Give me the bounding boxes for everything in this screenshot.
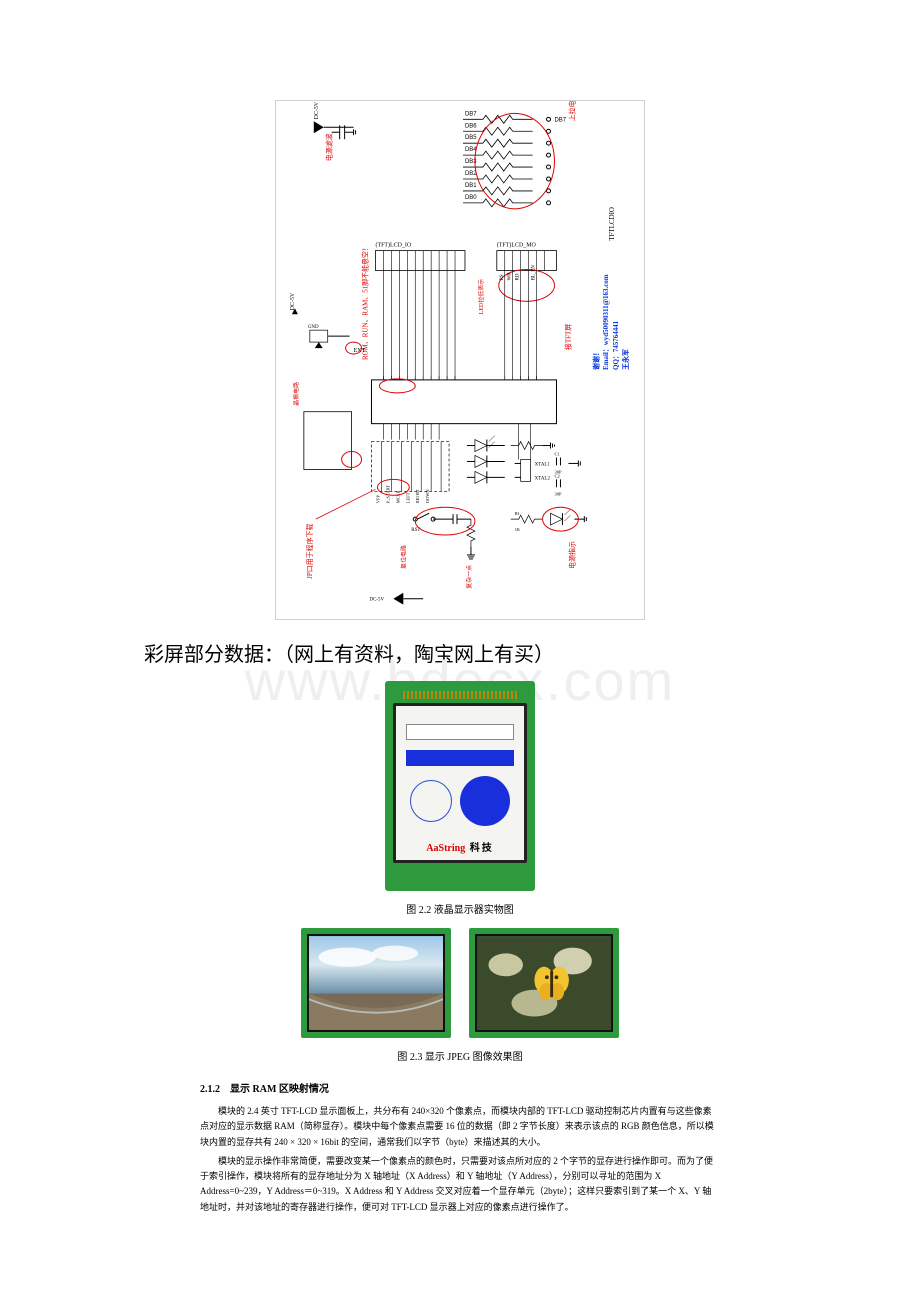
schematic-svg: DC-5V TFTLCDIO DB7 DB7 DB6 DB5 xyxy=(276,101,644,619)
fig23-caption: 图 2.3 显示 JPEG 图像效果图 xyxy=(300,1048,620,1063)
svg-text:ROM、RUN、RAM、51脚不能悬空！: ROM、RUN、RAM、51脚不能悬空！ xyxy=(361,244,370,360)
svg-text:C2: C2 xyxy=(554,473,559,478)
svg-text:EXT: EXT xyxy=(354,348,366,354)
lcd-circle-fill xyxy=(460,776,510,826)
svg-text:RS: RS xyxy=(500,274,505,280)
schematic-figure: DC-5V TFTLCDIO DB7 DB7 DB6 DB5 xyxy=(275,100,645,620)
svg-text:Email：wyd50090311@163.com: Email：wyd50090311@163.com xyxy=(602,274,610,370)
lcd-screen: AaString 科技 xyxy=(393,703,527,863)
svg-text:DB7: DB7 xyxy=(554,117,566,123)
caption-main: 彩屏部分数据：（网上有资料，陶宝网上有买） xyxy=(140,638,780,667)
svg-text:LEFT: LEFT xyxy=(405,492,410,503)
svg-text:DB0: DB0 xyxy=(465,195,477,201)
mini-screen-right xyxy=(475,934,613,1032)
svg-text:BL_EN: BL_EN xyxy=(532,265,537,281)
svg-text:QQ：745764441: QQ：745764441 xyxy=(612,320,620,370)
svg-text:MCLR: MCLR xyxy=(395,491,400,504)
svg-text:XTAL2: XTAL2 xyxy=(535,476,551,481)
svg-text:DB6: DB6 xyxy=(465,123,477,129)
lcd-photo-block: AaString 科技 图 2.2 液晶显示器实物图 xyxy=(300,681,620,1063)
svg-text:谢谢！: 谢谢！ xyxy=(591,349,600,370)
svg-text:复杂一点: 复杂一点 xyxy=(465,565,473,589)
lcd-connector xyxy=(403,691,517,699)
section-heading: 2.1.2 显示 RAM 区映射情况 xyxy=(200,1081,720,1098)
lcd-brand-red: AaString xyxy=(426,843,465,854)
svg-text:RD: RD xyxy=(516,273,521,280)
lcd-bar-blue xyxy=(406,750,514,766)
svg-text:R1: R1 xyxy=(515,511,520,516)
svg-text:C1: C1 xyxy=(554,451,559,456)
mini-screen-left xyxy=(307,934,445,1032)
svg-text:GND: GND xyxy=(308,325,319,330)
lcd-bar-outline xyxy=(406,724,514,740)
svg-text:DC-5V: DC-5V xyxy=(369,598,384,603)
page-content: DC-5V TFTLCDIO DB7 DB7 DB6 DB5 xyxy=(0,0,920,1259)
mini-lcd-left xyxy=(301,928,451,1038)
svg-text:WR: WR xyxy=(508,272,513,281)
section-p2: 模块的显示操作非常简便，需要改变某一个像素点的颜色时，只需要对该点所对应的 2 … xyxy=(200,1154,720,1215)
svg-text:接TFT屏: 接TFT屏 xyxy=(563,324,572,350)
svg-text:DB7: DB7 xyxy=(465,111,477,117)
svg-text:TFTLCDIO: TFTLCDIO xyxy=(608,207,616,241)
svg-text:DC-5V: DC-5V xyxy=(290,292,296,310)
svg-text:DB1: DB1 xyxy=(465,183,477,189)
svg-text:RST: RST xyxy=(411,528,420,533)
svg-text:上拉电阻: 上拉电阻 xyxy=(567,101,576,121)
svg-text:1K: 1K xyxy=(515,527,521,532)
svg-text:电源滤波: 电源滤波 xyxy=(325,133,334,161)
lcd-circle-outline xyxy=(410,780,452,822)
svg-text:(TFT)LCD_MO: (TFT)LCD_MO xyxy=(497,242,537,249)
section-p1: 模块的 2.4 英寸 TFT-LCD 显示面板上，共分布有 240×320 个像… xyxy=(200,1104,720,1150)
svg-text:电源指示: 电源指示 xyxy=(567,541,576,569)
svg-text:XTAL1: XTAL1 xyxy=(535,462,551,467)
svg-text:DC-5V: DC-5V xyxy=(314,101,320,119)
svg-text:LED拉低表示: LED拉低表示 xyxy=(477,279,485,314)
lcd-brand-text: AaString 科技 xyxy=(396,839,524,854)
svg-text:30P: 30P xyxy=(554,491,561,496)
svg-text:复位电路: 复位电路 xyxy=(399,545,407,569)
svg-text:JP口用于程序下载: JP口用于程序下载 xyxy=(305,524,314,579)
dual-photo-row xyxy=(300,928,620,1038)
svg-text:DOWN: DOWN xyxy=(425,489,430,504)
fig22-caption: 图 2.2 液晶显示器实物图 xyxy=(300,901,620,916)
svg-text:王永军: 王永军 xyxy=(621,349,630,370)
mini-lcd-right xyxy=(469,928,619,1038)
lcd-module: AaString 科技 xyxy=(385,681,535,891)
svg-text:RIGHT: RIGHT xyxy=(415,489,420,503)
svg-text:VPP: VPP xyxy=(375,495,380,504)
section-212: 2.1.2 显示 RAM 区映射情况 模块的 2.4 英寸 TFT-LCD 显示… xyxy=(200,1081,720,1215)
svg-text:(TFT)LCD_IO: (TFT)LCD_IO xyxy=(375,242,411,249)
svg-text:DB5: DB5 xyxy=(465,135,477,141)
lcd-brand-black: 科技 xyxy=(465,843,494,854)
svg-text:晶振电路: 晶振电路 xyxy=(292,382,300,406)
